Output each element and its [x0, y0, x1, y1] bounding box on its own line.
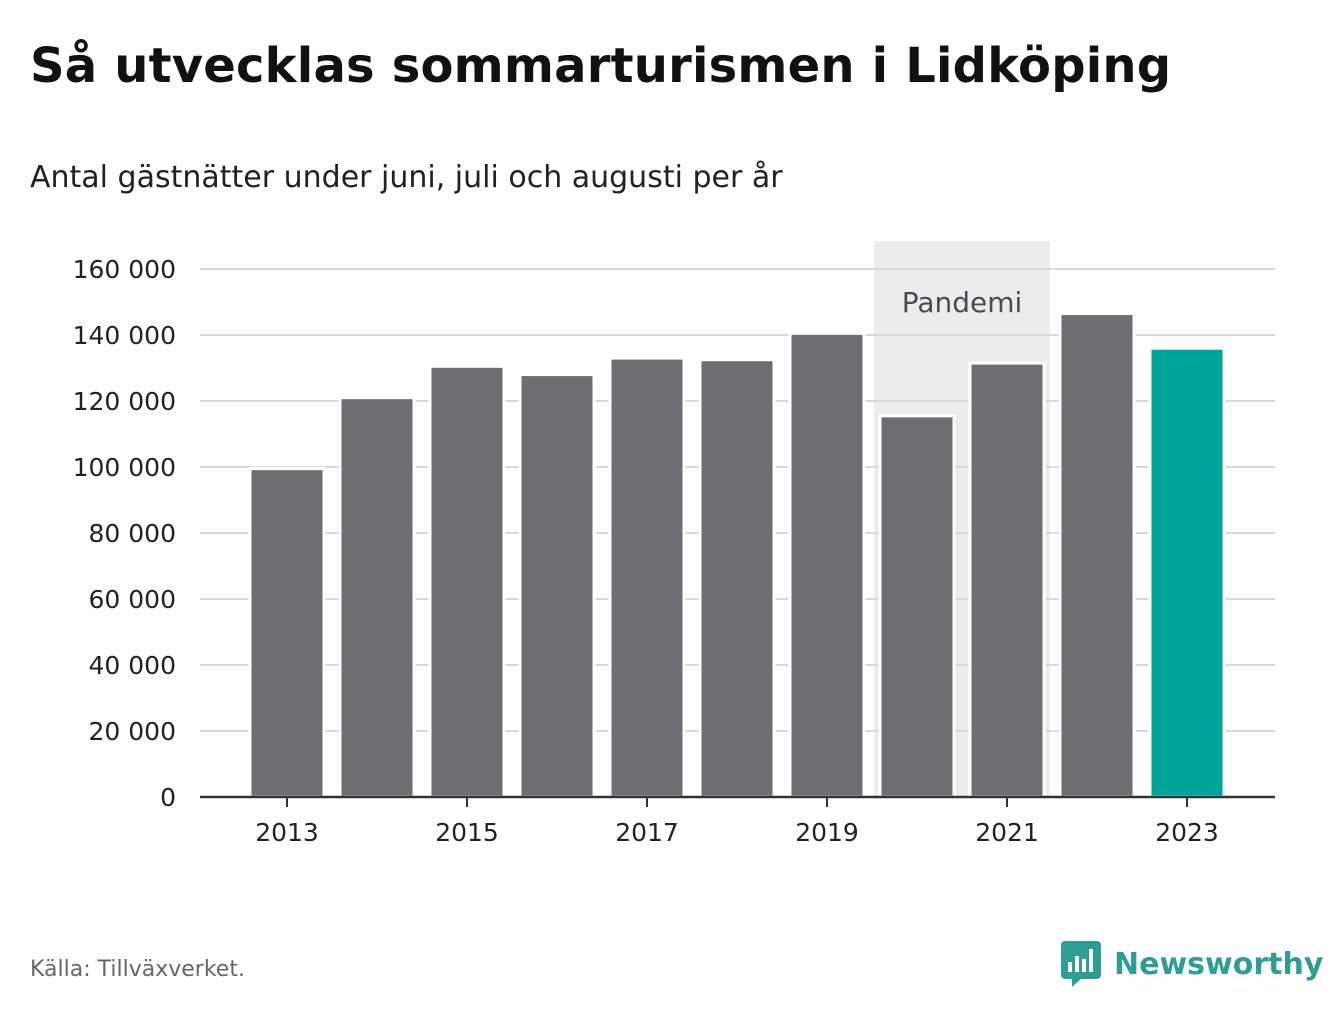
y-tick-label: 20 000 [89, 717, 176, 746]
x-tick-label: 2013 [255, 818, 319, 847]
bar-2020 [878, 414, 956, 799]
pandemic-label: Pandemi [902, 286, 1023, 319]
y-tick-label: 140 000 [73, 321, 176, 350]
newsworthy-logo-icon [1061, 941, 1101, 987]
bar-2018 [698, 358, 776, 799]
bar-2021 [968, 361, 1046, 799]
x-tick-label: 2021 [975, 818, 1039, 847]
y-tick-label: 0 [160, 783, 176, 812]
brand-logo: Newsworthy [1060, 940, 1323, 988]
axes [200, 795, 1275, 807]
bar-2017 [608, 356, 686, 799]
bar-chart: Pandemi 0 20 000 40 000 60 000 80 000 100 000… [73, 241, 1275, 847]
y-tick-label: 120 000 [73, 387, 176, 416]
chart-title: Så utvecklas sommarturismen i Lidköping [30, 38, 1172, 94]
tick-labels: 0 20 000 40 000 60 000 80 000 100 000 120 000 1… [73, 255, 1219, 847]
y-tick-label: 80 000 [89, 519, 176, 548]
x-tick-label: 2023 [1155, 818, 1219, 847]
bar-2023 [1148, 346, 1226, 799]
bar-2016 [518, 373, 596, 799]
y-tick-label: 60 000 [89, 585, 176, 614]
bar-2019 [788, 331, 866, 799]
chart-subtitle: Antal gästnätter under juni, juli och au… [30, 160, 783, 195]
x-tick-label: 2019 [795, 818, 859, 847]
y-tick-label: 160 000 [73, 255, 176, 284]
bar-2014 [338, 396, 416, 799]
y-tick-label: 100 000 [73, 453, 176, 482]
x-tick-label: 2017 [615, 818, 679, 847]
brand-name: Newsworthy [1114, 946, 1324, 982]
bars [248, 312, 1226, 799]
bar-2015 [428, 364, 506, 799]
source-note: Källa: Tillväxverket. [30, 957, 245, 982]
y-tick-label: 40 000 [89, 651, 176, 680]
bar-2022 [1058, 312, 1136, 799]
bar-2013 [248, 467, 326, 799]
x-tick-label: 2015 [435, 818, 499, 847]
